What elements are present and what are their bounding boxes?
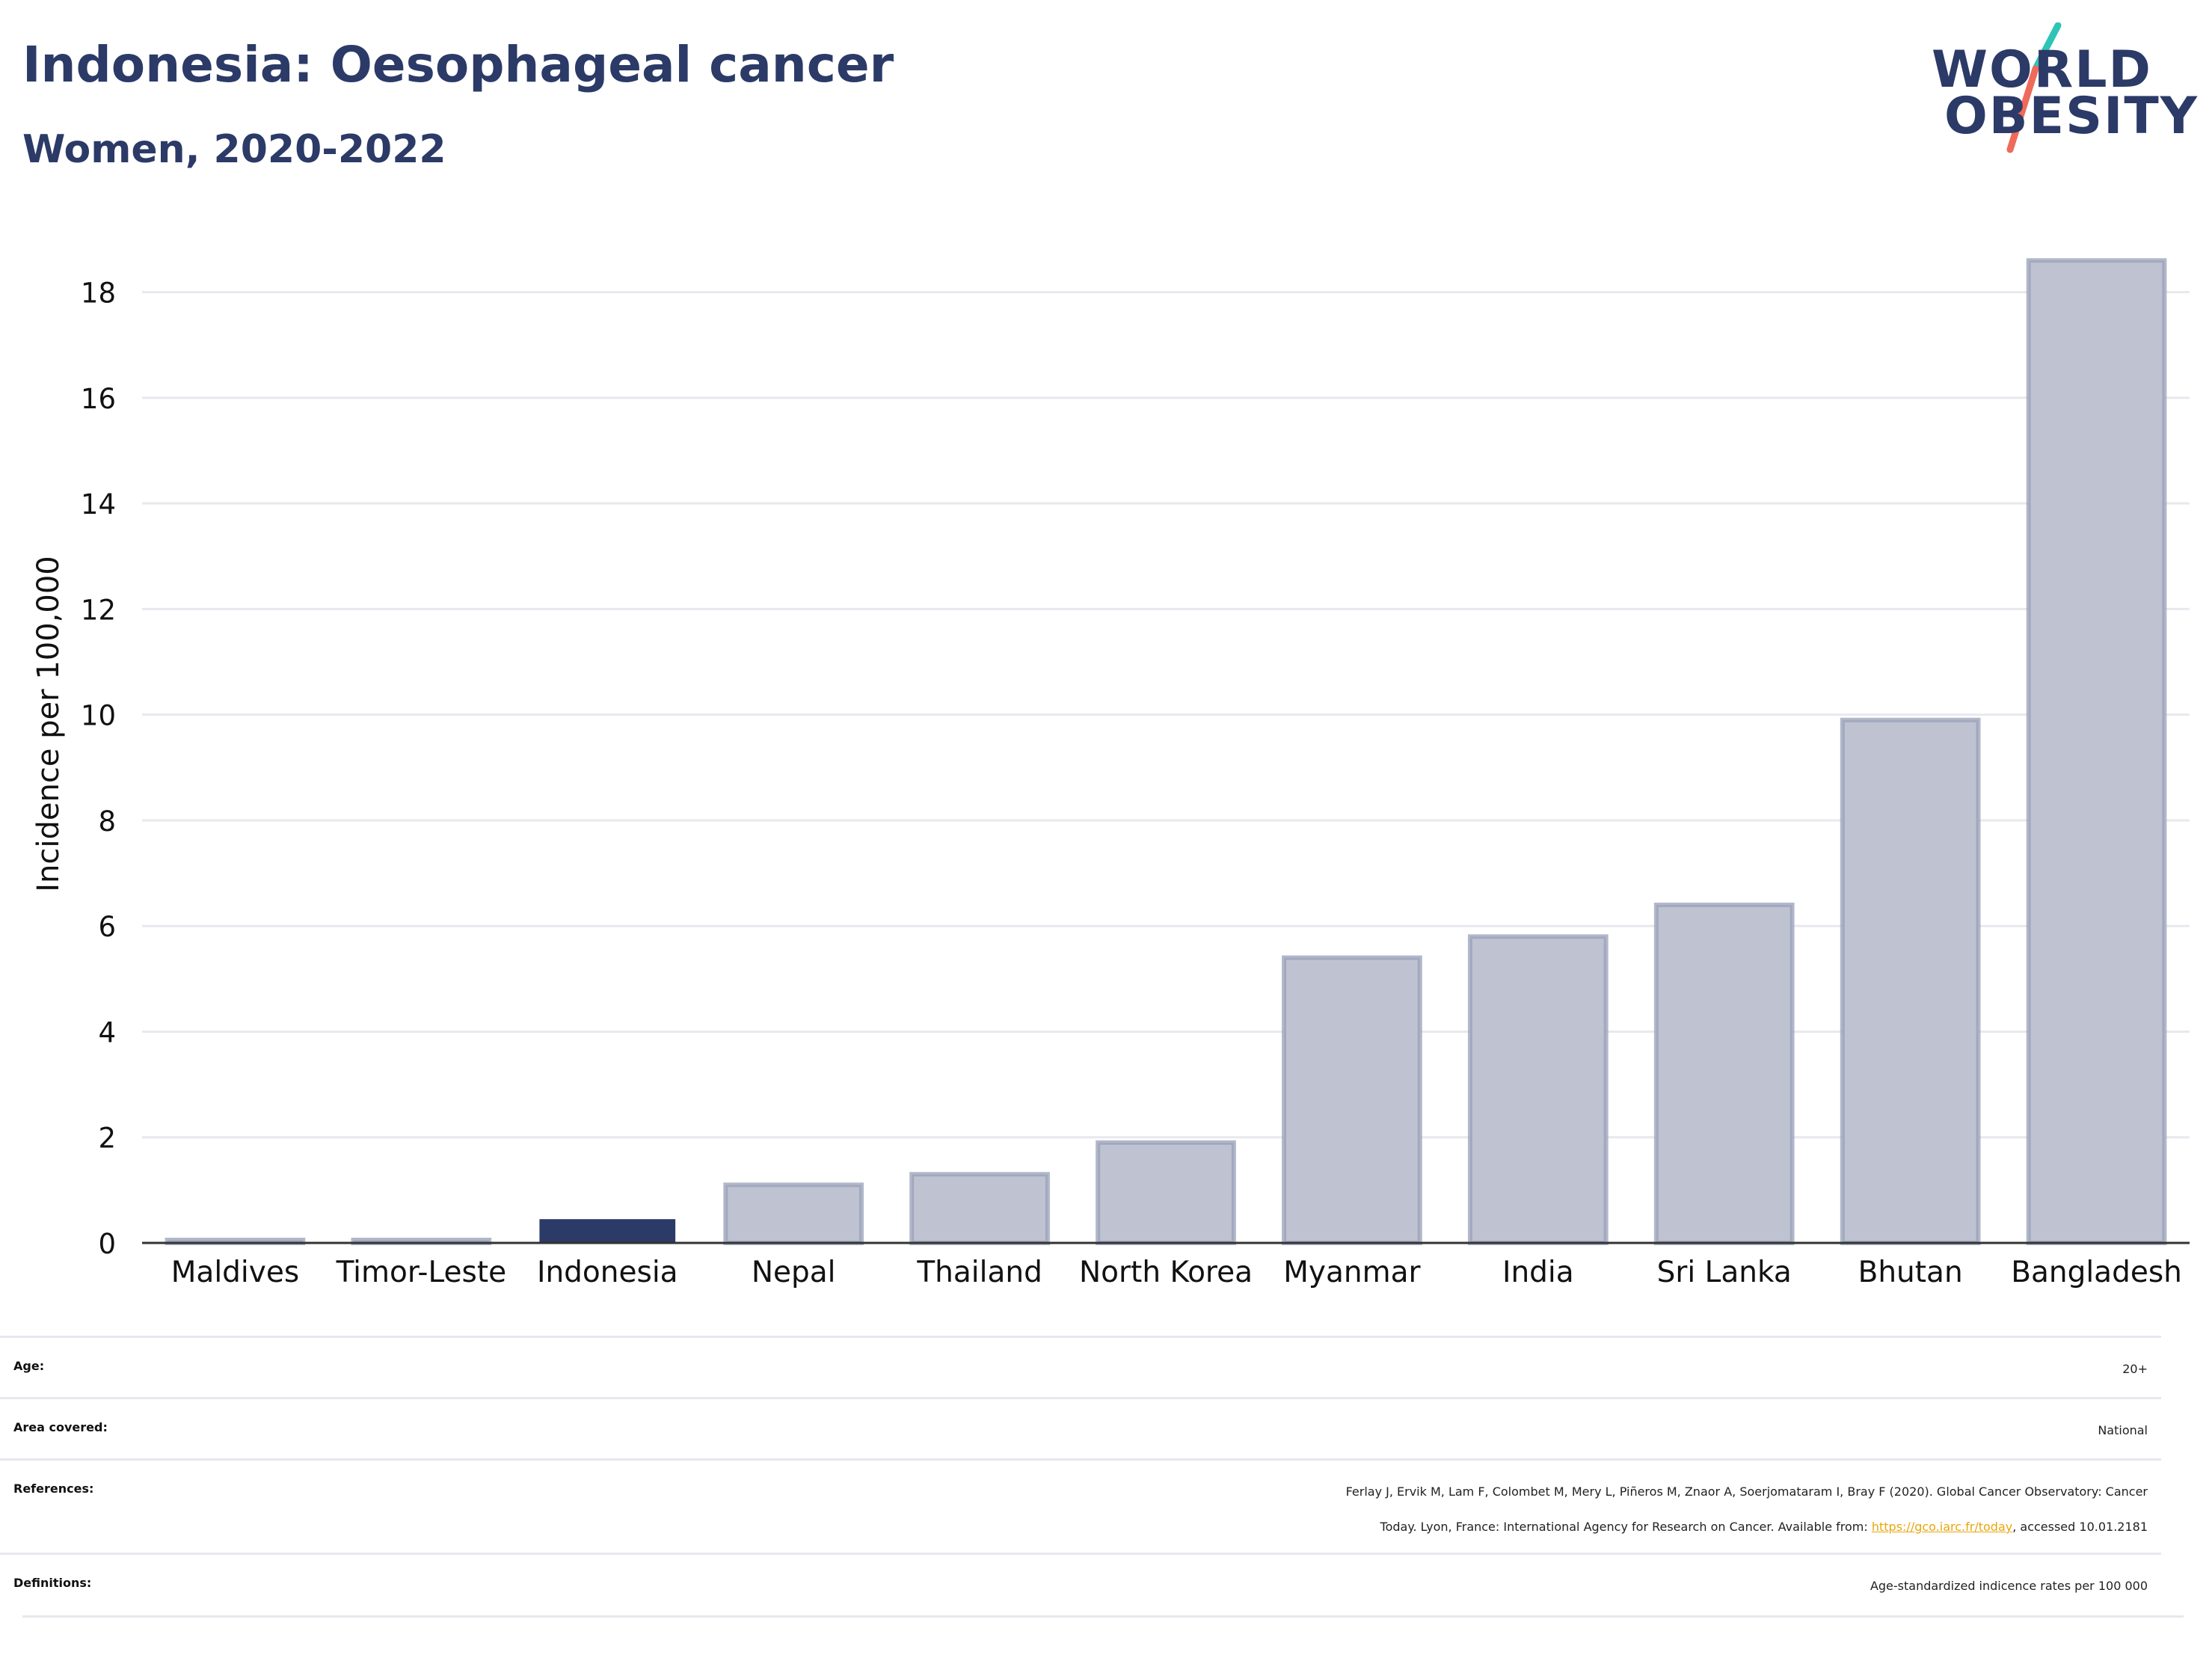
x-tick-label: Myanmar (1283, 1256, 1421, 1289)
bar-bangladesh (2026, 258, 2167, 1245)
bar-sri-lanka (1653, 902, 1795, 1245)
chart-title: Indonesia: Oesophageal cancer (22, 36, 894, 93)
references-line-1: Ferlay J, Ervik M, Lam F, Colombet M, Me… (1345, 1484, 2148, 1499)
chart-bars (165, 258, 2167, 1246)
meta-row-area: Area covered: National (0, 1397, 2161, 1437)
y-tick-label: 18 (81, 277, 116, 310)
x-tick-label: Bangladesh (2011, 1256, 2182, 1289)
x-tick-label: North Korea (1079, 1256, 1253, 1289)
y-tick-label: 0 (98, 1228, 116, 1260)
logo-slash-icon (2006, 22, 2062, 153)
bar-indonesia (539, 1219, 676, 1243)
bar-nepal (723, 1182, 864, 1246)
definitions-value: Age-standardized indicence rates per 100… (1870, 1579, 2148, 1593)
meta-row-age: Age: 20+ (0, 1336, 2161, 1376)
x-tick-label: Thailand (916, 1256, 1042, 1289)
bar-bhutan (1840, 717, 1981, 1245)
bar-myanmar (1282, 955, 1422, 1245)
bottom-divider (22, 1615, 2184, 1618)
y-tick-label: 12 (81, 594, 116, 626)
x-tick-label: Maldives (171, 1256, 299, 1289)
references-value: Ferlay J, Ervik M, Lam F, Colombet M, Me… (1346, 1474, 2148, 1544)
y-axis-label: Incidence per 100,000 (31, 556, 66, 892)
bar-chart: 0 2 4 6 8 10 12 14 16 18 Maldives Timor-Leste Indon… (31, 258, 2190, 1289)
age-value: 20+ (2122, 1362, 2148, 1376)
definitions-label: Definitions: (13, 1576, 92, 1590)
y-axis-ticks: 0 2 4 6 8 10 12 14 16 18 (81, 277, 116, 1260)
x-tick-label: Sri Lanka (1657, 1256, 1792, 1289)
logo-text-world: WORLD (1932, 40, 2152, 99)
world-obesity-logo: WORLD OBESITY (1932, 22, 2199, 157)
references-accessed-text: , accessed 10.01.2181 (2012, 1520, 2148, 1534)
age-label: Age: (13, 1359, 45, 1373)
y-tick-label: 16 (81, 383, 116, 415)
meta-row-definitions: Definitions: Age-standardized indicence … (0, 1553, 2161, 1593)
references-line-2: Today. Lyon, France: International Agenc… (1346, 1509, 2148, 1544)
y-tick-label: 4 (98, 1016, 116, 1048)
references-label: References: (13, 1481, 94, 1496)
x-tick-label: India (1502, 1256, 1574, 1289)
chart-subtitle: Women, 2020-2022 (22, 127, 446, 172)
references-link[interactable]: https://gco.iarc.fr/today (1871, 1520, 2013, 1534)
y-tick-label: 14 (81, 488, 116, 521)
logo-text-obesity: OBESITY (1944, 87, 2199, 146)
x-tick-label: Indonesia (537, 1256, 678, 1289)
meta-row-references: References: Ferlay J, Ervik M, Lam F, Co… (0, 1458, 2161, 1534)
x-axis-ticks: Maldives Timor-Leste Indonesia Nepal Thailan… (171, 1256, 2182, 1289)
bar-north-korea (1096, 1140, 1236, 1246)
area-label: Area covered: (13, 1420, 108, 1434)
y-tick-label: 2 (98, 1123, 116, 1155)
bar-india (1467, 934, 1609, 1245)
bar-thailand (909, 1172, 1050, 1246)
references-line-2-text: Today. Lyon, France: International Agenc… (1380, 1520, 1872, 1534)
y-tick-label: 10 (81, 700, 116, 732)
x-tick-label: Nepal (752, 1256, 836, 1289)
y-tick-label: 6 (98, 911, 116, 943)
y-tick-label: 8 (98, 805, 116, 838)
x-tick-label: Timor-Leste (336, 1256, 507, 1289)
x-tick-label: Bhutan (1858, 1256, 1963, 1289)
area-value: National (2098, 1423, 2148, 1437)
